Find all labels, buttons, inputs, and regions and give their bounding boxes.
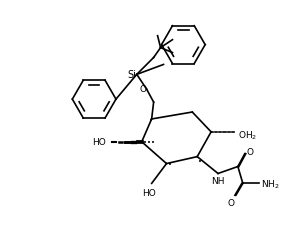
Text: NH: NH — [211, 177, 225, 186]
Text: •: • — [168, 161, 171, 167]
Text: HO: HO — [92, 138, 106, 147]
Text: •••: ••• — [143, 139, 155, 145]
Text: NH$_2$: NH$_2$ — [261, 177, 279, 190]
Text: Si: Si — [127, 70, 136, 80]
Text: O: O — [247, 147, 254, 156]
Text: •: • — [198, 158, 202, 164]
Text: OH$_2$: OH$_2$ — [238, 129, 257, 142]
Text: HO: HO — [142, 188, 156, 197]
Text: O: O — [139, 84, 146, 93]
Text: O: O — [228, 198, 234, 207]
Text: •: • — [149, 117, 153, 123]
